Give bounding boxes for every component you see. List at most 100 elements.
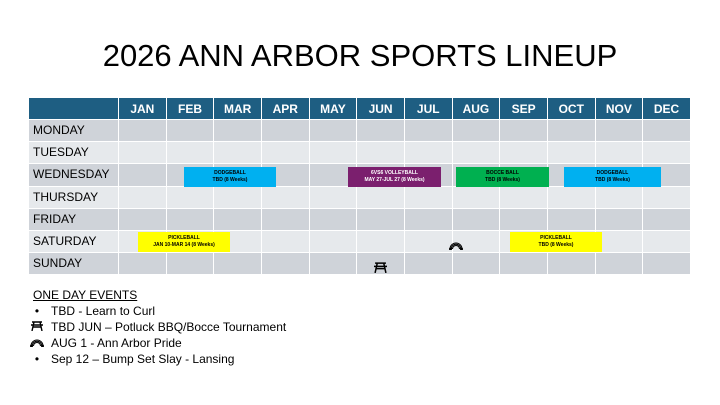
calendar-cell (166, 142, 215, 164)
calendar-cell (119, 253, 167, 275)
calendar-cell (261, 120, 310, 142)
calendar-cell (452, 187, 501, 209)
calendar-cell (166, 209, 215, 231)
calendar-cell (643, 253, 691, 275)
bullet-icon: • (34, 304, 40, 318)
day-row-sunday: SUNDAY (29, 253, 691, 275)
calendar-cell (166, 120, 215, 142)
calendar-cell (452, 253, 501, 275)
month-header-jun: JUN (357, 98, 405, 120)
calendar-cell (214, 253, 262, 275)
calendar-cell (547, 142, 596, 164)
month-header-sep: SEP (500, 98, 548, 120)
rainbow-icon (29, 335, 45, 351)
month-header-nov: NOV (595, 98, 644, 120)
calendar-cell (309, 120, 358, 142)
month-header-oct: OCT (547, 98, 596, 120)
calendar-cell (452, 142, 501, 164)
month-header-jan: JAN (119, 98, 167, 120)
bullet-icon: • (34, 352, 40, 366)
calendar-cell (595, 231, 644, 253)
month-header-apr: APR (261, 98, 310, 120)
day-row-friday: FRIDAY (29, 209, 691, 231)
header-corner (29, 98, 119, 120)
calendar-cell (643, 209, 691, 231)
day-label: THURSDAY (29, 187, 119, 209)
rainbow-icon (447, 237, 465, 255)
event-item: TBD JUN – Potluck BBQ/Bocce Tournament (31, 319, 287, 335)
calendar-cell (261, 253, 310, 275)
event-text: TBD JUN – Potluck BBQ/Bocce Tournament (51, 320, 287, 334)
calendar-cell (309, 209, 358, 231)
calendar-cell (119, 187, 167, 209)
calendar-cell (500, 253, 548, 275)
calendar-cell (357, 142, 405, 164)
month-header-may: MAY (309, 98, 358, 120)
league-name: DODGEBALL (214, 170, 246, 176)
league-name: DODGEBALL (596, 170, 629, 176)
calendar-cell (261, 209, 310, 231)
one-day-events: ONE DAY EVENTS • TBD - Learn to Curl TBD … (30, 288, 287, 367)
calendar-cell (357, 231, 405, 253)
calendar-cell (404, 187, 453, 209)
league-name: BOCCE BALL (486, 170, 519, 176)
event-item: • TBD - Learn to Curl (33, 303, 286, 319)
calendar-cell (404, 231, 453, 253)
calendar-cell (404, 209, 453, 231)
calendar-cell (500, 142, 548, 164)
event-text: Sep 12 – Bump Set Slay - Lansing (51, 352, 235, 366)
calendar-cell (309, 253, 358, 275)
calendar-cell (357, 209, 405, 231)
month-header-feb: FEB (166, 98, 215, 120)
league-bar-pickleball: PICKLEBALL TBD (8 Weeks) (510, 232, 602, 252)
calendar-cell (309, 142, 358, 164)
month-header-row: JAN FEB MAR APR MAY JUN JUL AUG SEP OCT NOV DEC (29, 98, 691, 120)
month-header-dec: DEC (643, 98, 691, 120)
calendar-cell (452, 120, 501, 142)
league-detail: TBD (8 Weeks) (595, 177, 630, 183)
calendar-grid: JAN FEB MAR APR MAY JUN JUL AUG SEP OCT NOV DEC MOND… (29, 98, 691, 275)
league-detail: TBD (8 Weeks) (485, 177, 520, 183)
calendar-cell (452, 231, 501, 253)
month-header-aug: AUG (452, 98, 501, 120)
calendar-cell (643, 187, 691, 209)
calendar-cell (595, 253, 644, 275)
day-label: FRIDAY (29, 209, 119, 231)
calendar-cell (309, 231, 358, 253)
calendar-cell (119, 209, 167, 231)
day-label: SATURDAY (29, 231, 119, 253)
calendar-cell (261, 187, 310, 209)
event-text: AUG 1 - Ann Arbor Pride (51, 336, 182, 350)
event-item: AUG 1 - Ann Arbor Pride (30, 335, 286, 351)
calendar-cell (119, 164, 167, 187)
calendar-cell (595, 120, 644, 142)
calendar-cell (547, 120, 596, 142)
league-bar-dodgeball: DODGEBALL TBD (8 Weeks) (564, 167, 661, 187)
event-item: • Sep 12 – Bump Set Slay - Lansing (33, 351, 286, 367)
calendar-cell (357, 120, 405, 142)
calendar-cell (214, 142, 262, 164)
day-label: WEDNESDAY (29, 164, 119, 187)
league-detail: TBD (8 Weeks) (212, 177, 248, 183)
league-bar-dodgeball: DODGEBALL TBD (8 Weeks) (184, 167, 276, 187)
calendar-cell (166, 253, 215, 275)
day-row-tuesday: TUESDAY (29, 142, 691, 164)
calendar-cell (214, 209, 262, 231)
calendar-cell (500, 120, 548, 142)
league-name: PICKLEBALL (168, 235, 200, 241)
calendar-cell (119, 120, 167, 142)
league-bar-volleyball: 6VS6 VOLLEYBALL MAY 27-JUL 27 (8 Weeks) (348, 167, 441, 187)
calendar-cell (500, 209, 548, 231)
league-detail: MAY 27-JUL 27 (8 Weeks) (364, 177, 425, 183)
day-row-thursday: THURSDAY (29, 187, 691, 209)
league-detail: JAN 10-MAR 14 (8 Weeks) (153, 242, 215, 248)
calendar-cell (643, 120, 691, 142)
calendar-cell (643, 231, 691, 253)
league-detail: TBD (8 Weeks) (538, 242, 574, 248)
calendar-cell (166, 187, 215, 209)
month-header-jul: JUL (404, 98, 453, 120)
calendar-cell (214, 187, 262, 209)
calendar-cell (119, 142, 167, 164)
day-label: MONDAY (29, 120, 119, 142)
league-bar-pickleball: PICKLEBALL JAN 10-MAR 14 (8 Weeks) (138, 232, 230, 252)
